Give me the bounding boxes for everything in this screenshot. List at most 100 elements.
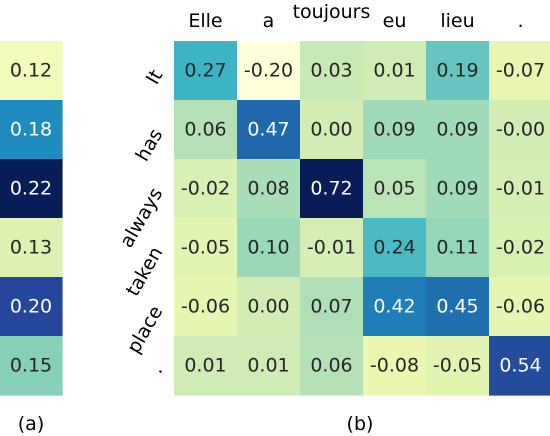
heatmap-b-value-label: 0.03	[310, 60, 352, 82]
heatmap-b-value-label: 0.47	[247, 119, 289, 141]
heatmap-b-cell	[489, 277, 550, 337]
heatmap-b-cell	[237, 100, 301, 160]
heatmap-a-value-label: 0.18	[10, 119, 52, 141]
heatmap-b-value-label: -0.00	[496, 119, 545, 141]
heatmap-a-value-label: 0.12	[10, 60, 52, 82]
heatmap-a-cell	[0, 277, 63, 337]
heatmap-b-cell	[363, 218, 427, 278]
heatmap-a-cell	[0, 336, 63, 396]
heatmap-b-value-label: 0.06	[310, 355, 352, 377]
heatmap-b-cell	[174, 218, 238, 278]
heatmap-b-value-label: -0.07	[496, 60, 545, 82]
x-tick-label: Elle	[188, 10, 222, 32]
heatmap-a: 0.12 0.18 0.22 0.13 0.20 0.15	[0, 41, 63, 396]
heatmap-b-cell	[489, 218, 550, 278]
heatmap-b-cell	[174, 41, 238, 101]
heatmap-b-cell	[300, 218, 364, 278]
x-tick-label: a	[263, 10, 275, 32]
heatmap-b-cell	[426, 159, 490, 219]
x-tick-label: eu	[383, 10, 407, 32]
heatmap-b-cell	[237, 336, 301, 396]
heatmap-b-value-label: 0.01	[247, 355, 289, 377]
heatmap-b-cell	[237, 159, 301, 219]
heatmap-b-cell	[300, 159, 364, 219]
heatmap-b-value-label: -0.05	[181, 237, 230, 259]
heatmap-b-value-label: 0.00	[310, 119, 352, 141]
heatmap-b-cell	[426, 41, 490, 101]
heatmap-a-value-label: 0.20	[10, 296, 52, 318]
heatmap-b-value-label: 0.45	[436, 296, 478, 318]
caption-b: (b)	[347, 413, 374, 435]
heatmap-b-value-label: 0.24	[373, 237, 415, 259]
heatmap-b-cell	[300, 41, 364, 101]
heatmap-b-cell	[237, 277, 301, 337]
heatmap-b-value-label: -0.06	[181, 296, 230, 318]
heatmap-b-value-label: 0.11	[436, 237, 478, 259]
heatmap-b-cell	[363, 41, 427, 101]
heatmap-b-cell	[174, 159, 238, 219]
heatmap-a-value-label: 0.22	[10, 178, 52, 200]
heatmap-b-cell	[489, 100, 550, 160]
heatmap-b-cell	[300, 336, 364, 396]
y-tick-label: It	[142, 66, 168, 88]
heatmap-b-cell	[237, 41, 301, 101]
heatmap-b-cell	[300, 277, 364, 337]
heatmap-b-cell	[363, 100, 427, 160]
heatmap-b-cell	[426, 336, 490, 396]
heatmap-b-value-label: -0.02	[496, 237, 545, 259]
heatmap-b-cell	[489, 159, 550, 219]
heatmap-b-cell	[363, 159, 427, 219]
heatmap-b-value-label: 0.54	[499, 355, 541, 377]
heatmap-a-value-label: 0.15	[10, 355, 52, 377]
heatmap-b-cell	[174, 336, 238, 396]
heatmap-a-cell	[0, 100, 63, 160]
heatmap-b-cell	[489, 41, 550, 101]
heatmap-b-value-label: -0.05	[433, 355, 482, 377]
heatmap-b-cell	[300, 100, 364, 160]
y-tick-label: taken	[122, 243, 168, 300]
heatmap-b-value-label: 0.09	[436, 119, 478, 141]
heatmap-b-value-label: 0.19	[436, 60, 478, 82]
heatmap-b-value-label: 0.06	[184, 119, 226, 141]
heatmap-b-value-label: 0.00	[247, 296, 289, 318]
heatmap-b-value-label: 0.09	[436, 178, 478, 200]
heatmap-b-value-label: 0.09	[373, 119, 415, 141]
y-tick-label: .	[145, 361, 167, 377]
heatmap-b-value-label: -0.02	[181, 178, 230, 200]
heatmap-b: 0.27 -0.20 0.03 0.01 0.19 -0.07 0.06 0.47 0.00 0.…	[116, 1, 550, 396]
heatmap-b-value-label: 0.01	[184, 355, 226, 377]
heatmap-b-value-label: -0.20	[244, 60, 293, 82]
heatmap-b-value-label: -0.01	[307, 237, 356, 259]
heatmap-b-value-label: 0.27	[184, 60, 226, 82]
heatmap-b-cell	[426, 277, 490, 337]
heatmap-b-value-label: 0.42	[373, 296, 415, 318]
y-tick-label: place	[123, 302, 168, 357]
heatmap-b-value-label: -0.01	[496, 178, 545, 200]
heatmap-b-value-label: 0.72	[310, 178, 352, 200]
heatmap-b-cell	[426, 218, 490, 278]
heatmap-a-cell	[0, 159, 63, 219]
heatmap-b-value-label: -0.06	[496, 296, 545, 318]
y-tick-label: always	[116, 184, 168, 252]
x-tick-label: .	[517, 10, 523, 32]
heatmap-b-cell	[237, 218, 301, 278]
heatmap-b-cell	[426, 100, 490, 160]
heatmap-a-cell	[0, 218, 63, 278]
heatmap-a-cell	[0, 41, 63, 101]
heatmap-b-value-label: 0.05	[373, 178, 415, 200]
heatmap-b-cell	[174, 100, 238, 160]
heatmap-b-cell	[363, 336, 427, 396]
x-tick-label: lieu	[440, 10, 474, 32]
heatmap-b-value-label: 0.10	[247, 237, 289, 259]
caption-a: (a)	[18, 413, 44, 435]
heatmap-b-value-label: 0.01	[373, 60, 415, 82]
heatmap-b-cell	[174, 277, 238, 337]
heatmap-b-cell	[363, 277, 427, 337]
heatmap-b-value-label: -0.08	[370, 355, 419, 377]
heatmap-b-cell	[489, 336, 550, 396]
heatmap-a-value-label: 0.13	[10, 237, 52, 259]
x-tick-label: toujours	[293, 1, 371, 23]
heatmap-b-value-label: 0.08	[247, 178, 289, 200]
heatmap-b-value-label: 0.07	[310, 296, 352, 318]
